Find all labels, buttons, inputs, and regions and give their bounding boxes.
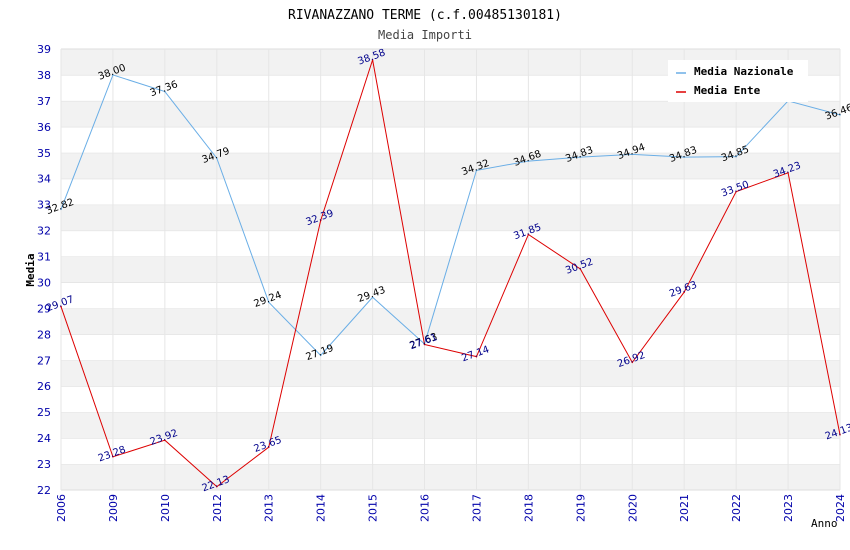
data-point: [839, 433, 841, 436]
x-tick-label: 2013: [263, 494, 276, 522]
data-point: [579, 268, 582, 270]
x-tick-label: 2014: [315, 494, 328, 522]
grid-band: [61, 464, 840, 490]
data-point: [631, 153, 634, 156]
series-line-media-nazionale: [60, 74, 841, 357]
grid-band: [61, 412, 840, 439]
grid-band: [61, 100, 840, 127]
x-axis-ticks: 2006 2009 2010 2012 2013 2014 2015 2016 2017 2018…: [55, 494, 847, 522]
vertical-grid: [60, 49, 841, 490]
grid-band: [61, 360, 840, 387]
series-line-media-ente: [60, 59, 841, 488]
y-axis-label: Media: [24, 253, 37, 286]
legend-label-ente: Media Ente: [694, 84, 761, 97]
x-tick-label: 2022: [730, 494, 743, 522]
x-tick-label: 2020: [626, 494, 639, 522]
data-point: [475, 169, 478, 172]
grid-band: [61, 230, 840, 257]
legend: Media Nazionale Media Ente: [668, 60, 808, 102]
data-point: [319, 354, 322, 357]
y-tick-label: 36: [37, 121, 51, 134]
x-tick-label: 2023: [782, 494, 795, 522]
data-point: [371, 59, 374, 61]
x-tick-label: 2009: [107, 494, 120, 522]
x-tick-label: 2018: [522, 494, 535, 522]
y-tick-label: 37: [37, 95, 51, 108]
legend-box: [668, 60, 808, 102]
data-point: [112, 455, 114, 458]
y-tick-label: 25: [37, 406, 51, 419]
x-axis-label: Anno: [811, 517, 838, 530]
y-axis-ticks: 22 23 24 25 26 27 28 29 30 31 32 33 34 35 36 37 38 39: [37, 43, 51, 497]
chart-subtitle: Media Importi: [378, 28, 472, 42]
series-lines: [60, 59, 841, 488]
data-point: [112, 74, 114, 76]
x-tick-label: 2012: [211, 494, 224, 522]
data-point: [683, 291, 685, 293]
x-tick-label: 2021: [678, 494, 691, 522]
data-point: [423, 343, 426, 346]
x-tick-label: 2017: [470, 494, 483, 522]
y-tick-label: 31: [37, 251, 51, 264]
y-tick-label: 32: [37, 225, 51, 238]
x-tick-label: 2016: [419, 494, 432, 522]
y-tick-label: 39: [37, 43, 51, 56]
y-tick-label: 29: [37, 302, 51, 315]
data-point: [735, 190, 737, 193]
data-point: [839, 114, 841, 116]
grid-band: [61, 438, 840, 465]
x-tick-label: 2006: [55, 494, 68, 522]
grid-band: [61, 178, 840, 205]
y-tick-label: 38: [37, 69, 51, 82]
y-tick-label: 34: [37, 173, 51, 186]
data-point: [60, 305, 62, 308]
data-point: [60, 208, 62, 211]
y-tick-label: 26: [37, 380, 51, 393]
data-point: [527, 160, 530, 162]
x-tick-label: 2010: [159, 494, 172, 522]
data-point: [164, 439, 166, 441]
grid-band: [61, 126, 840, 153]
grid-band: [61, 204, 840, 231]
y-tick-label: 28: [37, 328, 51, 341]
x-tick-label: 2024: [834, 494, 847, 522]
data-point: [216, 485, 218, 488]
data-point: [527, 233, 530, 236]
grid-band: [61, 334, 840, 361]
y-tick-label: 22: [37, 484, 51, 497]
grid-band: [61, 282, 840, 309]
data-point: [267, 301, 270, 303]
data-point: [475, 355, 478, 358]
grid-band: [61, 308, 840, 335]
data-point: [631, 361, 634, 364]
grid-band: [61, 386, 840, 413]
data-point: [735, 155, 737, 158]
y-tick-label: 35: [37, 147, 51, 160]
y-tick-label: 23: [37, 458, 51, 471]
data-point: [579, 156, 582, 158]
chart-title: RIVANAZZANO TERME (c.f.00485130181): [288, 8, 562, 23]
y-tick-label: 27: [37, 354, 51, 367]
data-point: [371, 296, 374, 299]
y-tick-label: 24: [37, 432, 51, 445]
data-point: [164, 90, 166, 93]
data-point: [267, 446, 270, 448]
grid-band: [61, 256, 840, 283]
data-point: [216, 157, 218, 160]
grid-bands: [61, 48, 840, 491]
data-point: [683, 156, 685, 158]
y-tick-label: 30: [37, 276, 51, 289]
legend-label-nazionale: Media Nazionale: [694, 65, 794, 78]
x-tick-label: 2015: [367, 494, 380, 522]
data-point: [319, 219, 322, 222]
data-point: [787, 171, 789, 174]
y-tick-label: 33: [37, 199, 51, 212]
x-tick-label: 2019: [574, 494, 587, 522]
